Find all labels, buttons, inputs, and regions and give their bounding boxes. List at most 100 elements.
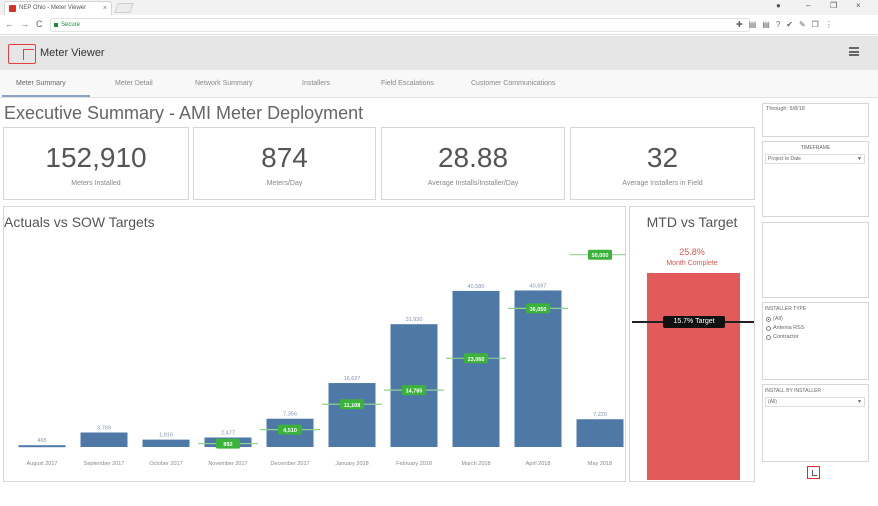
target-value-label: 4,510 xyxy=(283,428,297,434)
target-value-label: 50,000 xyxy=(592,253,609,259)
active-tab-indicator xyxy=(2,95,90,97)
target-badge xyxy=(464,353,488,364)
chevron-down-icon: ▼ xyxy=(857,156,862,162)
bar-value-label: 1,916 xyxy=(159,433,173,439)
bar-actual[interactable] xyxy=(80,432,128,447)
favicon-icon xyxy=(9,5,16,12)
target-badge xyxy=(402,385,426,396)
browser-tab-strip: NEP Ohio - Meter Viewer × ● – ❐ × xyxy=(0,0,878,15)
bar-actual[interactable] xyxy=(328,383,376,447)
bar-value-label: 7,356 xyxy=(283,412,297,418)
bar-value-label: 2,477 xyxy=(221,430,235,436)
minimize-icon[interactable]: – xyxy=(806,1,811,10)
meter-logo-icon xyxy=(8,44,36,64)
kpi-avg-installers: 32 Average Installers in Field xyxy=(570,127,755,200)
bar-value-label: 3,769 xyxy=(97,426,111,432)
kpi-meters-per-day: 874 Meters/Day xyxy=(193,127,376,200)
new-tab-button[interactable] xyxy=(114,3,134,13)
target-badge xyxy=(588,249,612,260)
dashboard-tabs: Meter Summary Meter Detail Network Summa… xyxy=(0,70,878,98)
installer-option-contractor: Contractor xyxy=(773,334,799,340)
tab-installers[interactable]: Installers xyxy=(302,80,331,87)
target-value-label: 892 xyxy=(223,442,232,448)
bar-value-label: 7,220 xyxy=(593,412,607,418)
x-tick-label: May 2018 xyxy=(588,461,612,467)
timeframe-card xyxy=(762,141,869,217)
kpi-label: Average Installs/Installer/Day xyxy=(427,180,519,187)
installer-select[interactable]: (All) ▼ xyxy=(765,397,865,407)
target-value-label: 14,785 xyxy=(406,389,423,395)
bar-actual[interactable] xyxy=(18,445,66,448)
installer-option-all: (All) xyxy=(773,316,783,322)
bar-value-label: 40,580 xyxy=(468,284,485,290)
timeframe-title: TIMEFRAME xyxy=(800,145,831,151)
address-bar: ← → C Secure ✚▤▤?✔✎❐⋮ xyxy=(0,15,878,35)
target-value-label: 23,060 xyxy=(468,357,485,363)
timeframe-select[interactable]: Project to Date ▼ xyxy=(765,154,865,164)
url-field[interactable]: Secure xyxy=(50,18,750,32)
tab-field-escalations[interactable]: Field Escalations xyxy=(381,80,434,87)
hamburger-menu-icon[interactable] xyxy=(849,47,859,56)
kpi-value: 32 xyxy=(646,142,679,173)
target-value-label: 36,050 xyxy=(530,307,547,313)
mtd-bar[interactable] xyxy=(647,273,740,480)
kpi-meters-installed: 152,910 Meters Installed xyxy=(3,127,189,200)
browser-tab[interactable]: NEP Ohio - Meter Viewer × xyxy=(4,1,112,15)
through-date-label: Through: 5/8/18 xyxy=(766,106,805,112)
target-badge xyxy=(526,303,550,314)
target-value-label: 11,108 xyxy=(344,403,361,409)
forward-icon[interactable]: → xyxy=(20,19,29,29)
mtd-title: MTD vs Target xyxy=(646,214,738,230)
kpi-value: 874 xyxy=(261,142,308,173)
close-window-icon[interactable]: × xyxy=(856,1,861,10)
bar-actual[interactable] xyxy=(514,290,562,447)
tab-network-summary[interactable]: Network Summary xyxy=(195,80,253,87)
blank-filter-card xyxy=(762,222,869,298)
bar-value-label: 465 xyxy=(37,438,46,444)
tab-customer-communications[interactable]: Customer Communications xyxy=(471,80,556,87)
reload-icon[interactable]: C xyxy=(36,19,43,29)
x-tick-label: September 2017 xyxy=(84,461,125,467)
profile-icon[interactable]: ● xyxy=(776,1,781,10)
installer-select-value: (All) xyxy=(768,399,777,405)
chevron-down-icon: ▼ xyxy=(857,399,862,405)
radio-contractor[interactable] xyxy=(766,335,771,340)
x-tick-label: April 2018 xyxy=(526,461,551,467)
bar-actual[interactable] xyxy=(142,439,190,447)
bar-value-label: 16,627 xyxy=(344,376,361,382)
back-icon[interactable]: ← xyxy=(5,19,14,29)
mtd-caption: Month Complete xyxy=(666,260,718,267)
installer-select-title: INSTALL BY INSTALLER xyxy=(765,388,821,394)
kpi-value: 152,910 xyxy=(45,142,147,173)
x-tick-label: August 2017 xyxy=(27,461,58,467)
export-icon[interactable] xyxy=(807,466,820,479)
radio-antenia[interactable] xyxy=(766,326,771,331)
mtd-percent: 25.8% xyxy=(679,247,705,257)
lock-icon xyxy=(54,23,58,27)
x-tick-label: January 2018 xyxy=(335,461,368,467)
app-title: Meter Viewer xyxy=(40,47,105,59)
timeframe-value: Project to Date xyxy=(768,156,802,162)
x-tick-label: February 2018 xyxy=(396,461,432,467)
close-tab-icon[interactable]: × xyxy=(102,5,107,12)
through-date-card xyxy=(762,103,869,137)
tab-meter-detail[interactable]: Meter Detail xyxy=(115,80,153,87)
radio-all[interactable] xyxy=(766,317,771,322)
mtd-target-label: 15.7% Target xyxy=(663,316,725,328)
browser-tab-title: NEP Ohio - Meter Viewer xyxy=(19,5,87,11)
x-tick-label: November 2017 xyxy=(208,461,247,467)
page-title: Executive Summary - AMI Meter Deployment xyxy=(4,103,364,123)
kpi-label: Average Installers in Field xyxy=(622,180,703,187)
kpi-value: 28.88 xyxy=(437,142,509,173)
installer-option-antenia: Antenia RSS xyxy=(773,325,805,331)
extension-icons[interactable]: ✚▤▤?✔✎❐⋮ xyxy=(736,20,839,29)
maximize-icon[interactable]: ❐ xyxy=(830,1,838,10)
tab-meter-summary[interactable]: Meter Summary xyxy=(16,80,66,87)
kpi-label: Meters/Day xyxy=(266,180,303,187)
bar-actual[interactable] xyxy=(576,419,624,447)
bar-actual[interactable] xyxy=(452,290,500,447)
installer-type-title: INSTALLER TYPE xyxy=(765,306,807,312)
app-header xyxy=(0,36,878,70)
actuals-vs-sow-chart[interactable]: 465 August 2017 3,769 September 2017 1,916 Oc… xyxy=(3,230,625,480)
kpi-avg-installs: 28.88 Average Installs/Installer/Day xyxy=(381,127,565,200)
